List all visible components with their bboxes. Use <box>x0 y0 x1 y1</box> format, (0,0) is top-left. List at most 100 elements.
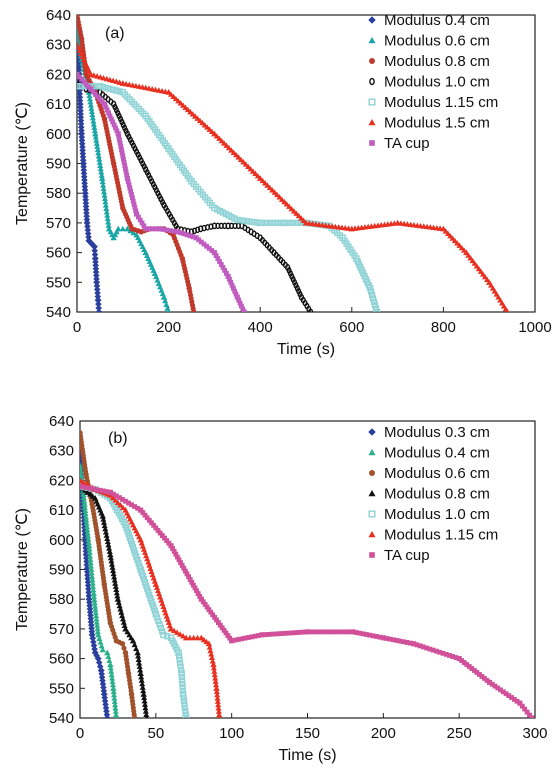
trail-marker <box>155 617 162 625</box>
y-tick-label: 570 <box>49 621 74 638</box>
trail-marker <box>143 711 150 718</box>
trail-marker <box>100 185 107 191</box>
trail-marker <box>215 701 222 708</box>
trail-marker <box>181 565 187 571</box>
trail-marker <box>157 624 164 632</box>
trail-marker <box>177 631 184 637</box>
trail-marker <box>266 632 271 637</box>
trail-marker <box>98 172 105 178</box>
trail-marker <box>91 486 96 492</box>
trail-marker <box>527 712 532 718</box>
trail-marker <box>110 119 116 125</box>
trail-marker <box>453 655 459 660</box>
trail-marker <box>112 708 119 714</box>
trail-marker <box>112 701 119 708</box>
trail-marker <box>228 279 234 285</box>
trail-marker <box>175 653 183 660</box>
trail-marker <box>179 687 186 694</box>
y-tick-label: 630 <box>49 443 74 460</box>
trail-marker <box>270 219 277 227</box>
data-point <box>307 308 314 312</box>
trail-marker <box>186 574 191 580</box>
trail-marker <box>249 634 255 640</box>
x-tick-label: 200 <box>371 725 396 742</box>
trail-marker <box>195 591 201 596</box>
trail-marker <box>105 219 112 225</box>
series-modulus-1-15-cm <box>77 83 381 312</box>
trail-marker <box>108 668 115 674</box>
trail-marker <box>347 629 353 635</box>
trail-marker <box>106 657 113 663</box>
trail-marker <box>111 577 118 583</box>
data-point <box>304 629 311 635</box>
trail-marker <box>117 495 122 501</box>
trail-marker <box>94 622 101 628</box>
trail-marker <box>519 703 525 709</box>
trail-marker <box>111 698 118 704</box>
trail-marker <box>125 179 131 184</box>
trail-marker <box>227 635 233 641</box>
data-point <box>95 631 102 638</box>
trail-marker <box>110 688 117 694</box>
trail-marker <box>308 629 314 635</box>
trail-marker <box>121 160 127 165</box>
trail-marker <box>421 644 426 650</box>
trail-marker <box>206 245 212 251</box>
trail-marker <box>214 617 219 623</box>
data-point <box>101 101 108 107</box>
trail-marker <box>364 632 369 637</box>
trail-marker <box>162 297 169 304</box>
data-point <box>160 631 167 639</box>
trail-marker <box>178 230 184 236</box>
trail-marker <box>80 472 85 478</box>
trail-marker <box>105 222 112 228</box>
data-point <box>137 670 144 677</box>
trail-marker <box>132 205 138 210</box>
trail-marker <box>92 603 99 609</box>
trail-marker <box>213 681 220 688</box>
data-point <box>133 211 140 217</box>
trail-marker <box>84 526 91 533</box>
trail-marker <box>344 629 349 635</box>
trail-marker <box>204 604 210 610</box>
chart-panel-b: 540 550 560 570 580 590 600 610 620 630 640 0 50 100 1… <box>14 413 548 764</box>
trail-marker <box>81 497 88 504</box>
trail-marker <box>217 259 222 264</box>
trail-marker <box>77 74 82 80</box>
trail-marker <box>120 497 125 502</box>
x-tick-label: 150 <box>295 725 320 742</box>
series-modulus-0-8-cm <box>80 483 150 718</box>
trail-marker <box>101 522 108 529</box>
trail-marker <box>86 549 93 555</box>
trail-marker <box>100 516 107 522</box>
trail-marker <box>164 633 171 640</box>
legend-label: Modulus 1.15 cm <box>384 94 498 111</box>
legend-marker <box>368 98 376 106</box>
trail-marker <box>142 582 150 589</box>
trail-marker <box>156 621 163 628</box>
trail-marker <box>91 593 97 599</box>
trail-marker <box>139 680 146 687</box>
trail-marker <box>186 634 193 641</box>
trail-marker <box>126 500 131 506</box>
trail-marker <box>223 630 229 636</box>
x-axis-label: Time (s) <box>278 747 336 764</box>
data-point <box>229 638 235 644</box>
trail-marker <box>217 622 223 628</box>
y-tick-label: 610 <box>49 502 74 519</box>
trail-marker <box>100 182 107 188</box>
trail-marker <box>283 219 290 227</box>
trail-marker <box>146 517 152 523</box>
trail-marker <box>285 630 291 636</box>
trail-marker <box>129 195 135 201</box>
trail-marker <box>140 687 147 694</box>
legend-item: Modulus 0.3 cm <box>368 424 490 441</box>
trail-marker <box>101 192 108 198</box>
trail-marker <box>476 672 482 677</box>
trail-marker <box>83 81 89 87</box>
trail-marker <box>102 202 109 208</box>
trail-marker <box>87 556 94 562</box>
trail-marker <box>104 489 110 495</box>
trail-marker <box>269 631 275 637</box>
trail-marker <box>298 629 304 635</box>
